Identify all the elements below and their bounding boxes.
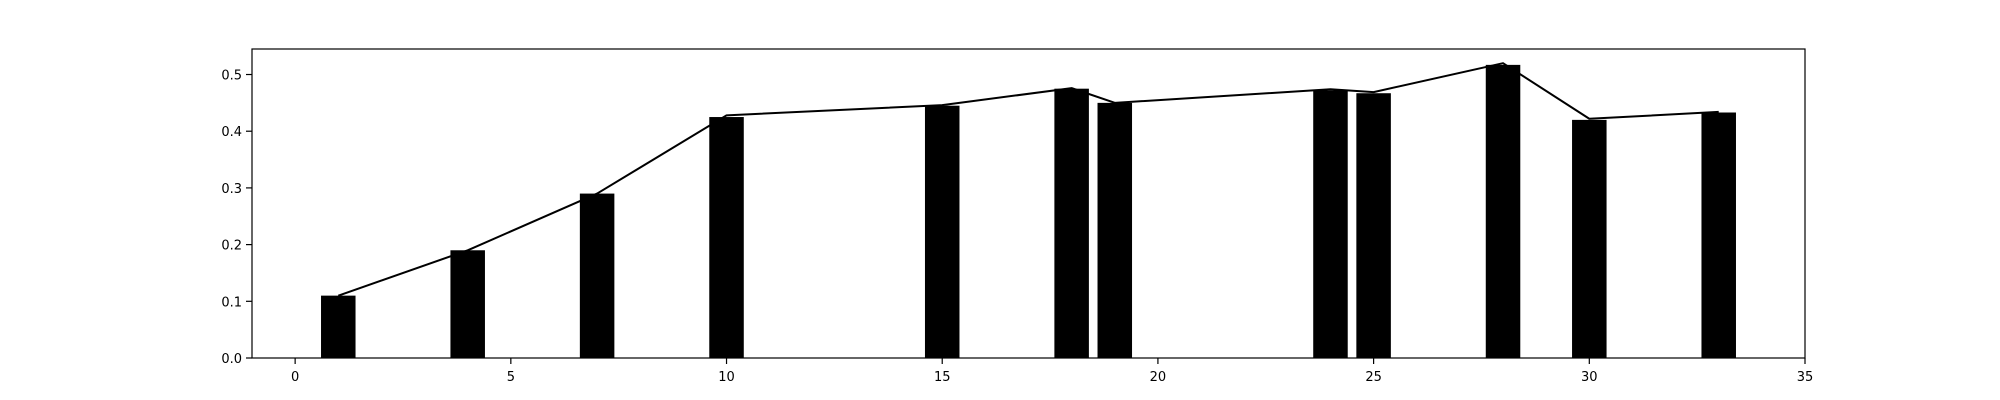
y-tick-label: 0.2 bbox=[221, 239, 242, 254]
x-axis: 0 5 10 15 20 25 30 35 bbox=[291, 358, 1813, 385]
axes-frame bbox=[251, 48, 1806, 359]
y-tick-label: 0.3 bbox=[221, 182, 242, 197]
bar bbox=[450, 250, 485, 358]
bar bbox=[1313, 90, 1348, 359]
x-tick-label: 30 bbox=[1581, 370, 1598, 385]
x-tick-label: 35 bbox=[1797, 370, 1814, 385]
y-tick-label: 0.5 bbox=[221, 69, 242, 84]
x-tick-label: 25 bbox=[1365, 370, 1382, 385]
line-series bbox=[337, 62, 1719, 297]
bar-series bbox=[321, 64, 1736, 359]
bar bbox=[1572, 119, 1607, 359]
bar bbox=[1054, 88, 1089, 358]
bar bbox=[1356, 93, 1391, 359]
x-tick-label: 20 bbox=[1150, 370, 1167, 385]
y-tick-label: 0.1 bbox=[221, 295, 242, 310]
x-tick-label: 15 bbox=[934, 370, 951, 385]
bar bbox=[709, 117, 744, 358]
x-tick-label: 10 bbox=[718, 370, 735, 385]
bar bbox=[321, 295, 356, 358]
x-tick-label: 0 bbox=[291, 370, 299, 385]
x-tick-label: 5 bbox=[507, 370, 515, 385]
bar bbox=[579, 193, 615, 358]
y-tick-label: 0.0 bbox=[221, 352, 242, 367]
bar bbox=[1097, 102, 1133, 358]
bar bbox=[1485, 64, 1521, 358]
y-axis: 0.0 0.1 0.2 0.3 0.4 0.5 bbox=[221, 69, 252, 367]
y-tick-label: 0.4 bbox=[221, 125, 242, 140]
bar bbox=[1701, 112, 1736, 358]
bar bbox=[924, 105, 960, 358]
line-series-path bbox=[337, 62, 1719, 297]
